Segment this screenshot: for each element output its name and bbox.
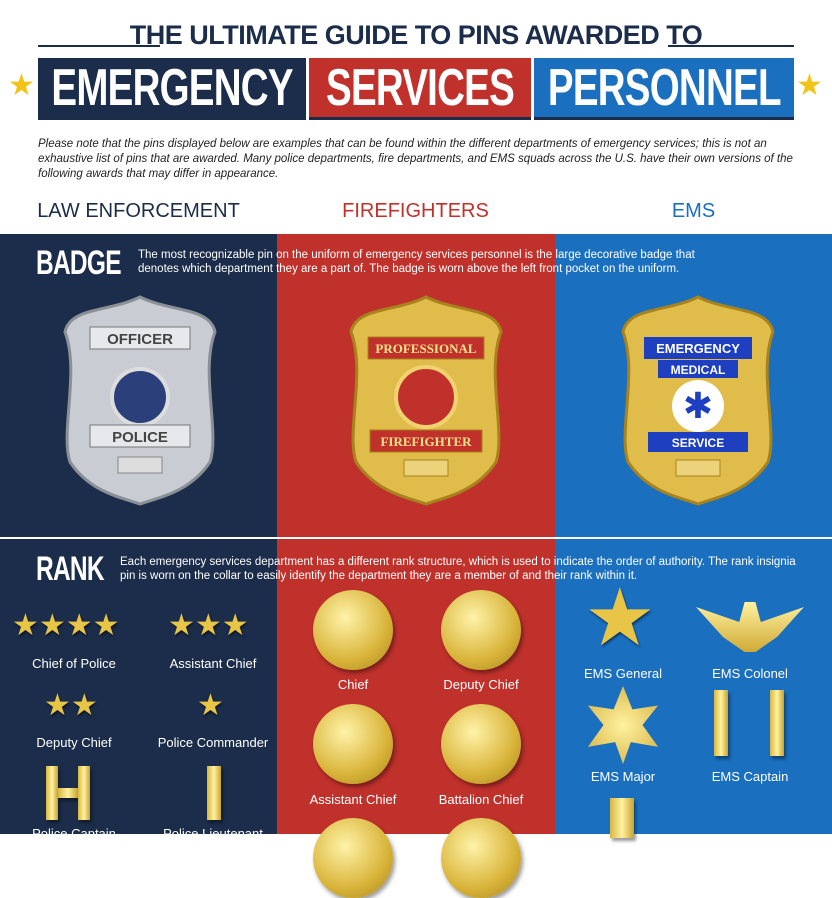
four-stars-icon: ★★★★ — [12, 609, 120, 642]
ems-captain-bars-icon — [770, 690, 784, 756]
rank-label: Chief of Police — [32, 656, 116, 671]
badge-section-title: BADGE — [36, 244, 122, 282]
rank-section-title: RANK — [36, 550, 105, 588]
column-header-law: LAW ENFORCEMENT — [37, 200, 240, 222]
police-badge: OFFICER POLICE — [63, 295, 217, 506]
assistant-chief-trumpets-icon — [313, 704, 393, 784]
banner-personnel: PERSONNEL — [547, 58, 782, 117]
rank-label: Battalion Chief — [438, 792, 524, 807]
banner-personnel-box: PERSONNEL — [534, 58, 794, 120]
title-rule-right — [668, 45, 794, 47]
firefighter-badge: PROFESSIONAL FIREFIGHTER — [349, 295, 503, 506]
rank-label: Assistant Chief — [309, 792, 397, 807]
disclaimer-note: Please note that the pins displayed belo… — [38, 138, 793, 180]
title-rule-left — [38, 45, 160, 47]
ems-lieutenant-bar-icon — [610, 798, 634, 838]
police-badge-top-text: OFFICER — [107, 331, 173, 348]
rank-label: EMS Colonel — [712, 666, 788, 681]
rank-label: EMS Major — [590, 769, 656, 784]
column-header-ems: EMS — [671, 200, 716, 222]
battalion-chief-trumpets-icon — [441, 704, 521, 784]
star-icon: ★ — [8, 69, 35, 102]
three-stars-icon: ★★★ — [168, 609, 249, 642]
police-badge-bottom-text: POLICE — [112, 429, 168, 446]
badge-section-title-wrap: BADGE — [36, 244, 154, 283]
trumpets-icon — [313, 818, 393, 898]
two-stars-icon: ★★ — [44, 689, 98, 722]
rank-label: Police Commander — [157, 735, 269, 750]
rank-label: EMS Captain — [711, 769, 789, 784]
captain-bars-icon — [46, 766, 58, 820]
page-title: THE ULTIMATE GUIDE TO PINS AWARDED TO — [129, 20, 703, 50]
section-divider — [0, 537, 832, 539]
badge-description: The most recognizable pin on the uniform… — [138, 249, 695, 275]
ems-badge-bottom-text: SERVICE — [672, 436, 724, 450]
rank-description: Each emergency services department has a… — [120, 556, 796, 582]
rank-label: Deputy Chief — [443, 677, 519, 692]
banner-services-box: SERVICES — [309, 58, 531, 120]
banner-emergency: EMERGENCY — [51, 58, 293, 117]
ems-captain-bars-icon — [714, 690, 728, 756]
ems-badge-top-text: EMERGENCY — [656, 341, 740, 356]
captain-bars-icon — [78, 766, 90, 820]
star-of-life-icon: ✱ — [683, 385, 713, 426]
ems-general-star-icon: ★ — [584, 573, 656, 662]
banner-emergency-box: EMERGENCY — [38, 58, 306, 120]
chief-trumpets-icon — [313, 590, 393, 670]
ems-badge: EMERGENCY MEDICAL ✱ SERVICE — [621, 295, 775, 506]
lieutenant-bar-icon — [207, 766, 221, 820]
banner-services: SERVICES — [326, 58, 515, 117]
ems-badge-mid-text: MEDICAL — [671, 363, 726, 377]
trumpets-icon — [441, 818, 521, 898]
rank-label: Police Captain — [32, 826, 116, 841]
rank-label: Chief — [337, 677, 369, 692]
fire-badge-bottom-text: FIREFIGHTER — [380, 434, 472, 449]
rank-label: Assistant Chief — [169, 656, 257, 671]
rank-section-title-wrap: RANK — [36, 550, 130, 589]
star-icon: ★ — [796, 69, 823, 102]
title-banner: EMERGENCY SERVICES PERSONNEL — [38, 58, 794, 120]
rank-label: Deputy Chief — [36, 735, 112, 750]
fire-badge-top-text: PROFESSIONAL — [375, 341, 476, 356]
rank-label: EMS General — [583, 666, 663, 681]
rank-label: Police Lieutenant — [163, 826, 263, 841]
one-star-icon: ★ — [197, 689, 224, 722]
captain-bars-icon — [58, 788, 78, 798]
deputy-chief-trumpets-icon — [441, 590, 521, 670]
column-header-fire: FIREFIGHTERS — [342, 200, 489, 222]
